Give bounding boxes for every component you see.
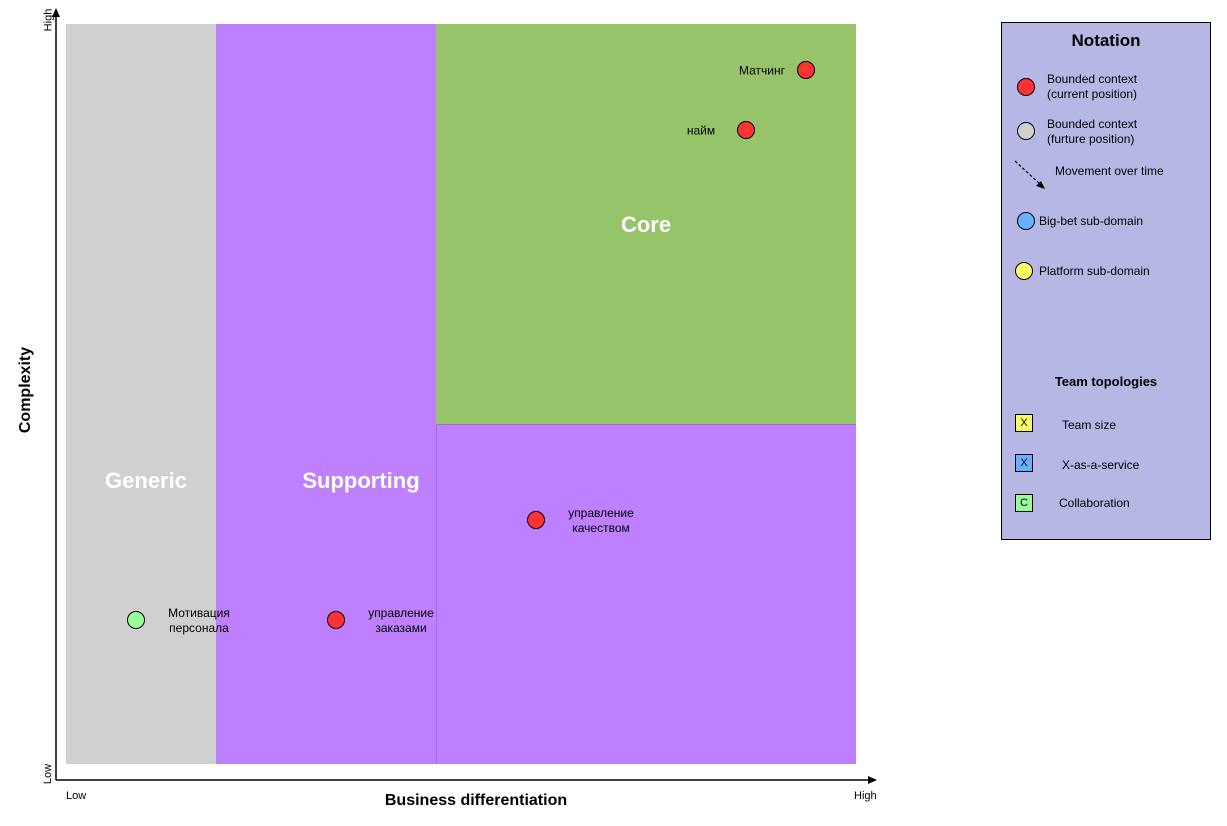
collaboration-label: Collaboration — [1059, 496, 1130, 510]
legend-platform-label: Platform sub-domain — [1039, 264, 1150, 278]
context-label-hiring: найм — [686, 123, 716, 138]
x-axis-arrow — [868, 776, 877, 784]
y-axis-arrow — [52, 8, 60, 17]
supporting-label: Supporting — [302, 468, 420, 493]
movement-arrow-icon — [1014, 160, 1045, 189]
y-low-label: Low — [42, 763, 55, 785]
legend-current-dot — [1017, 78, 1035, 96]
xaas-box: X — [1015, 454, 1033, 472]
core-label: Core — [620, 212, 672, 237]
context-dot-hiring[interactable] — [737, 121, 755, 139]
collaboration-box: C — [1015, 494, 1033, 512]
team-topologies-title: Team topologies — [1054, 374, 1158, 389]
context-label-matching: Матчинг — [739, 63, 785, 78]
context-dot-matching[interactable] — [797, 61, 815, 79]
supporting-lower-region — [436, 424, 856, 764]
legend-bigbet-dot — [1017, 212, 1035, 230]
y-axis-title: Complexity — [17, 346, 34, 434]
context-label-motivation: Мотивация персонала — [168, 606, 230, 635]
x-high-label: High — [854, 790, 877, 802]
context-dot-quality[interactable] — [527, 511, 545, 529]
x-low-label: Low — [66, 790, 87, 802]
legend-future-label: Bounded context (furture position) — [1047, 117, 1138, 146]
context-label-quality: управление качеством — [568, 506, 634, 535]
notation-legend: Notation Bounded context (current positi… — [1001, 22, 1211, 540]
team-size-box: X — [1015, 414, 1033, 432]
context-dot-orders[interactable] — [327, 611, 345, 629]
generic-region — [66, 24, 216, 764]
x-axis-title: Business differentiation — [384, 792, 568, 809]
y-high-label: High — [42, 8, 55, 32]
core-region — [436, 24, 856, 424]
legend-bigbet-label: Big-bet sub-domain — [1039, 214, 1144, 228]
generic-label: Generic — [105, 468, 187, 493]
context-label-orders: управление заказами — [368, 606, 434, 635]
legend-movement-label: Movement over time — [1055, 164, 1164, 178]
legend-title: Notation — [1071, 31, 1141, 50]
team-size-label: Team size — [1062, 418, 1117, 432]
legend-future-dot — [1017, 122, 1035, 140]
legend-current-label: Bounded context (current position) — [1047, 72, 1138, 101]
legend-platform-dot — [1015, 262, 1033, 280]
context-dot-motivation[interactable] — [127, 611, 145, 629]
supporting-region — [216, 24, 436, 764]
xaas-label: X-as-a-service — [1062, 458, 1140, 472]
